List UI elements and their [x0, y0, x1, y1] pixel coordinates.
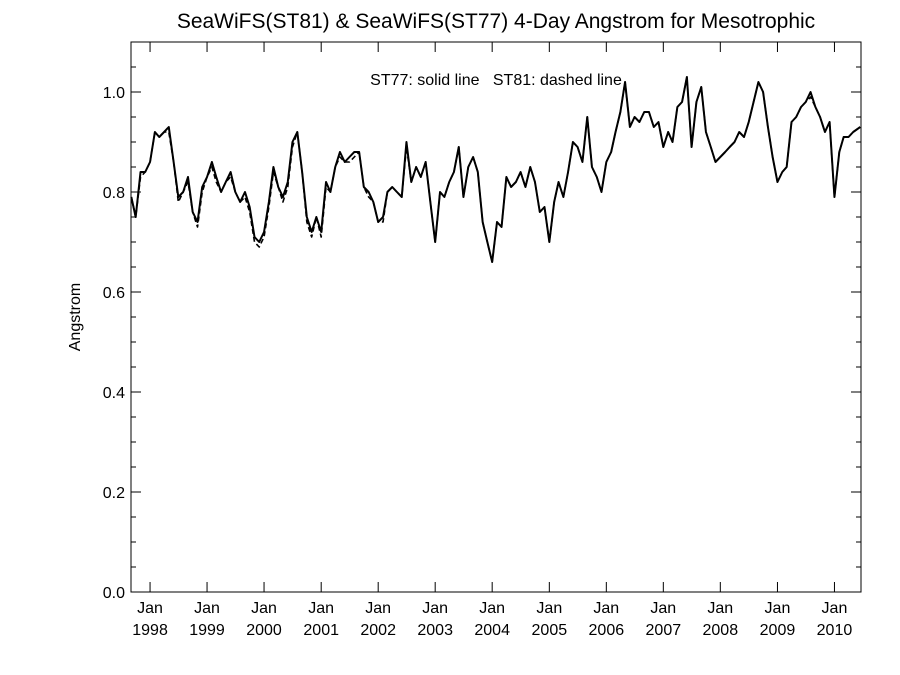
- x-tick-month-label: Jan: [593, 600, 619, 617]
- y-tick-label: 0.8: [103, 185, 125, 202]
- x-tick-year-label: 2008: [703, 622, 739, 639]
- x-tick-month-label: Jan: [650, 600, 676, 617]
- x-tick-year-label: 2004: [474, 622, 510, 639]
- x-tick-month-label: Jan: [308, 600, 334, 617]
- x-tick-month-label: Jan: [137, 600, 163, 617]
- x-tick-year-label: 1999: [189, 622, 225, 639]
- chart-title: SeaWiFS(ST81) & SeaWiFS(ST77) 4-Day Angs…: [177, 10, 815, 33]
- y-tick-label: 0.0: [103, 585, 125, 602]
- x-tick-month-label: Jan: [422, 600, 448, 617]
- series-lines: [130, 76, 861, 263]
- x-tick-year-label: 2007: [646, 622, 682, 639]
- y-tick-label: 0.4: [103, 385, 125, 402]
- x-tick-month-label: Jan: [707, 600, 733, 617]
- axes-ticks: 0.0 0.2 0.4 0.6 0.8 1.0 Jan 1998 Jan 1999 Jan 2000 J…: [103, 41, 861, 639]
- y-axis-label: Angstrom: [67, 283, 84, 351]
- y-tick-label: 0.6: [103, 285, 125, 302]
- series-line-st81: [130, 76, 861, 263]
- x-tick-year-label: 1998: [132, 622, 168, 639]
- y-tick-label: 1.0: [103, 85, 125, 102]
- x-tick-month-label: Jan: [479, 600, 505, 617]
- line-style-annotation: ST77: solid line ST81: dashed line: [370, 72, 622, 89]
- x-tick-year-label: 2010: [817, 622, 853, 639]
- plot-frame: [130, 41, 862, 593]
- x-tick-year-label: 2002: [360, 622, 396, 639]
- y-tick-label: 0.2: [103, 485, 125, 502]
- x-tick-month-label: Jan: [365, 600, 391, 617]
- x-tick-month-label: Jan: [822, 600, 848, 617]
- x-tick-month-label: Jan: [194, 600, 220, 617]
- x-tick-year-label: 2001: [303, 622, 339, 639]
- x-tick-month-label: Jan: [765, 600, 791, 617]
- x-tick-year-label: 2006: [589, 622, 625, 639]
- x-tick-month-label: Jan: [536, 600, 562, 617]
- x-tick-year-label: 2009: [760, 622, 796, 639]
- x-tick-month-label: Jan: [251, 600, 277, 617]
- x-tick-year-label: 2000: [246, 622, 282, 639]
- x-tick-year-label: 2003: [417, 622, 453, 639]
- x-tick-year-label: 2005: [532, 622, 568, 639]
